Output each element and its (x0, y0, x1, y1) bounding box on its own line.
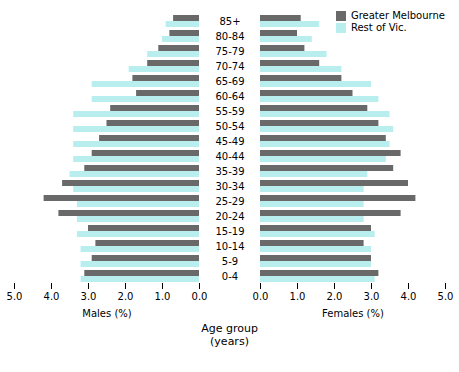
svg-text:1.0: 1.0 (155, 291, 171, 302)
svg-text:3.0: 3.0 (364, 291, 380, 302)
svg-text:85+: 85+ (219, 16, 240, 27)
svg-text:2.0: 2.0 (118, 291, 134, 302)
html-text:Greater Melbourne: Greater Melbourne (350, 10, 445, 21)
svg-text:55-59: 55-59 (215, 106, 244, 117)
svg-text:5-9: 5-9 (222, 256, 238, 267)
svg-text:10-14: 10-14 (215, 241, 244, 252)
svg-text:60-64: 60-64 (215, 91, 244, 102)
svg-text:5.0: 5.0 (438, 291, 454, 302)
svg-text:50-54: 50-54 (215, 121, 244, 132)
svg-text:35-39: 35-39 (215, 166, 244, 177)
html-text:Age group (years): Age group (years) (201, 322, 258, 348)
svg-text:5.0: 5.0 (7, 291, 23, 302)
svg-text:1.0: 1.0 (290, 291, 306, 302)
svg-text:25-29: 25-29 (215, 196, 244, 207)
svg-text:0.0: 0.0 (192, 291, 208, 302)
svg-text:20-24: 20-24 (215, 211, 244, 222)
svg-text:4.0: 4.0 (401, 291, 417, 302)
svg-text:15-19: 15-19 (215, 226, 244, 237)
svg-text:4.0: 4.0 (44, 291, 60, 302)
html-text:Rest of Vic.: Rest of Vic. (350, 22, 407, 33)
svg-text:Females (%): Females (%) (322, 308, 384, 319)
svg-text:75-79: 75-79 (215, 46, 244, 57)
svg-text:65-69: 65-69 (215, 76, 244, 87)
svg-text:80-84: 80-84 (215, 31, 244, 42)
svg-text:2.0: 2.0 (327, 291, 343, 302)
svg-text:3.0: 3.0 (81, 291, 97, 302)
svg-text:Males (%): Males (%) (82, 308, 131, 319)
svg-text:30-34: 30-34 (215, 181, 244, 192)
svg-text:70-74: 70-74 (215, 61, 244, 72)
svg-text:45-49: 45-49 (215, 136, 244, 147)
svg-text:0.0: 0.0 (253, 291, 269, 302)
svg-text:40-44: 40-44 (215, 151, 244, 162)
svg-text:0-4: 0-4 (222, 271, 238, 282)
